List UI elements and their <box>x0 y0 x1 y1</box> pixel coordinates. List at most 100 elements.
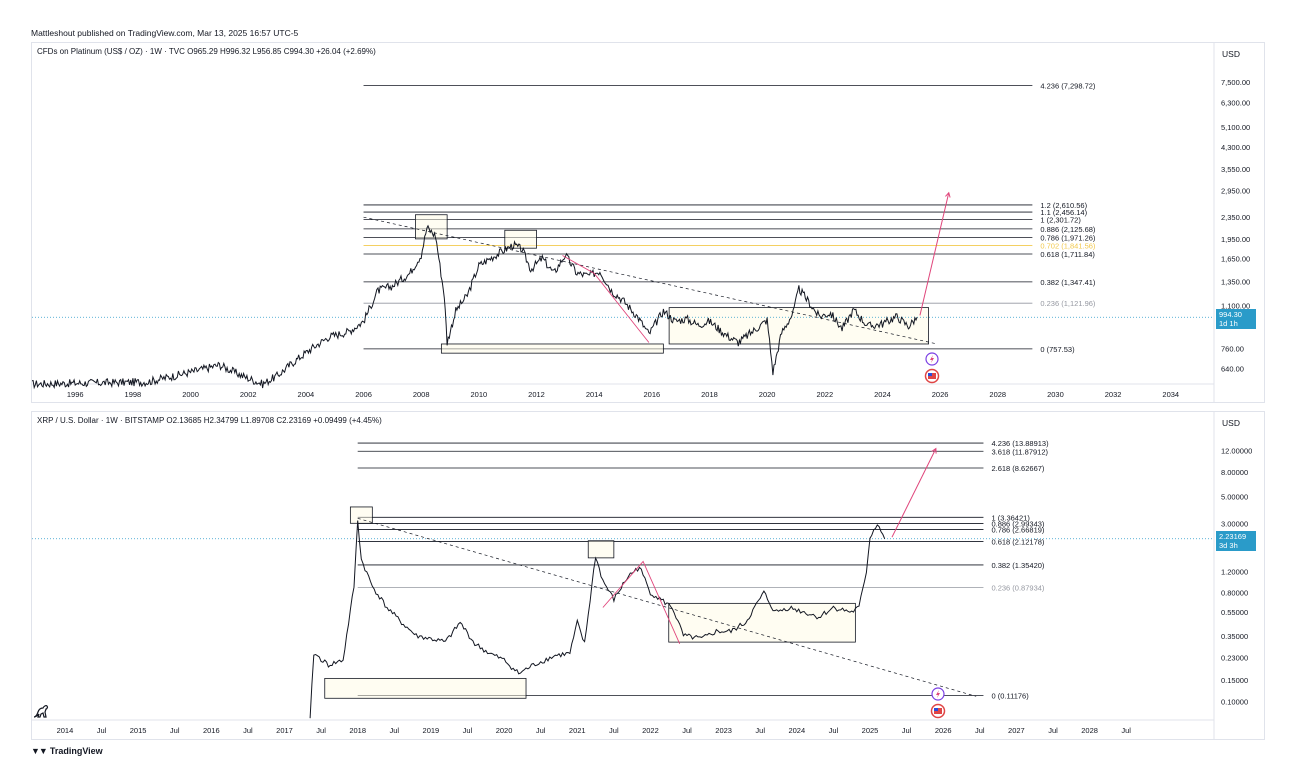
platinum-chart-pane[interactable]: CFDs on Platinum (US$ / OZ) · 1W · TVC O… <box>31 42 1265 403</box>
platinum-fib-level-label: 0.702 (1,841.56) <box>1040 242 1096 251</box>
xrp-fib-level-label: 4.236 (13.88913) <box>991 439 1049 448</box>
platinum-fib-level-label: 0 (757.53) <box>1040 345 1075 354</box>
publisher-line: Mattleshout published on TradingView.com… <box>31 28 299 38</box>
platinum-symbol-name[interactable]: CFDs on Platinum (US$ / OZ) · 1W · TVC <box>37 47 185 56</box>
xrp-x-tick-label: 2014 <box>57 726 74 735</box>
bolt-badge-glyph <box>930 355 934 363</box>
platinum-fib-level-label: 1 (2,301.72) <box>1040 216 1081 225</box>
platinum-price-series <box>32 224 918 390</box>
xrp-range-box <box>349 506 373 524</box>
xrp-price-series <box>309 520 886 719</box>
platinum-x-tick-label: 2030 <box>1047 390 1064 399</box>
platinum-x-tick-label: 2010 <box>471 390 488 399</box>
xrp-last-price: 2.23169 <box>1219 531 1247 541</box>
platinum-x-tick-label: 2024 <box>874 390 891 399</box>
platinum-y-tick-label: 1,350.00 <box>1221 278 1250 287</box>
xrp-pink-swing-path <box>602 560 681 644</box>
xrp-y-tick-label: 0.35000 <box>1221 632 1248 641</box>
xrp-y-tick-label: 0.80000 <box>1221 588 1248 597</box>
xrp-x-tick-label: Jul <box>1048 726 1058 735</box>
xrp-currency-label[interactable]: USD <box>1222 418 1240 428</box>
platinum-x-tick-label: 2014 <box>586 390 603 399</box>
xrp-range-box <box>324 677 527 699</box>
xrp-trendline <box>357 517 977 697</box>
platinum-fib-level-label: 0.236 (1,121.96) <box>1040 299 1096 308</box>
us-flag-badge-canton <box>928 373 932 376</box>
platinum-fib-level-label: 1.1 (2,456.14) <box>1040 208 1087 217</box>
platinum-x-tick-label: 2004 <box>298 390 315 399</box>
platinum-fib-level-label: 4.236 (7,298.72) <box>1040 81 1096 90</box>
platinum-y-tick-label: 1,100.00 <box>1221 301 1250 310</box>
platinum-y-tick-label: 2,950.00 <box>1221 187 1250 196</box>
platinum-y-tick-label: 1,950.00 <box>1221 235 1250 244</box>
xrp-range-box <box>587 540 615 559</box>
xrp-open-label: O <box>166 416 173 425</box>
xrp-x-tick-label: 2018 <box>349 726 366 735</box>
platinum-range-box <box>415 214 448 240</box>
platinum-low: 956.85 <box>256 47 282 56</box>
tradingview-footer-logo[interactable]: ▼▼ TradingView <box>31 746 103 756</box>
platinum-last-price-tag: 994.30 1d 1h <box>1216 309 1256 330</box>
xrp-y-tick-label: 3.00000 <box>1221 519 1248 528</box>
xrp-y-tick-label: 5.00000 <box>1221 493 1248 502</box>
platinum-y-tick-label: 1,650.00 <box>1221 254 1250 263</box>
xrp-x-tick-label: Jul <box>536 726 546 735</box>
platinum-x-tick-label: 2006 <box>355 390 372 399</box>
xrp-x-tick-label: Jul <box>975 726 985 735</box>
xrp-projection-line <box>891 448 937 538</box>
xrp-projection-arrowhead <box>931 447 937 454</box>
xrp-y-tick-label: 1.20000 <box>1221 567 1248 576</box>
xrp-y-tick-label: 0.23000 <box>1221 654 1248 663</box>
platinum-last-price: 994.30 <box>1219 310 1242 320</box>
platinum-y-tick-label: 2,350.00 <box>1221 213 1250 222</box>
xrp-x-tick-label: 2020 <box>496 726 513 735</box>
xrp-fib-level-label: 0.382 (1.35420) <box>991 561 1044 570</box>
xrp-fib-level-label: 1 (3.36421) <box>991 513 1030 522</box>
xrp-close-label: C <box>276 416 283 425</box>
xrp-chart-svg[interactable]: 0.10000 0.15000 0.23000 0.35000 0.55000 0.800… <box>32 412 1264 739</box>
platinum-y-tick-label: 5,100.00 <box>1221 123 1250 132</box>
xrp-fib-level-label: 0.786 (2.66819) <box>991 525 1044 534</box>
platinum-x-tick-label: 2028 <box>989 390 1006 399</box>
xrp-x-tick-label: Jul <box>755 726 765 735</box>
xrp-symbol-name[interactable]: XRP / U.S. Dollar · 1W · BITSTAMP <box>37 416 165 425</box>
platinum-x-tick-label: 2018 <box>701 390 718 399</box>
xrp-x-tick-label: Jul <box>316 726 326 735</box>
platinum-range-box <box>668 307 929 345</box>
platinum-y-tick-label: 4,300.00 <box>1221 143 1250 152</box>
xrp-close: 2.23169 <box>282 416 312 425</box>
platinum-x-tick-label: 1998 <box>125 390 142 399</box>
xrp-fib-level-label: 0.236 (0.87934) <box>991 584 1044 593</box>
xrp-low-label: L <box>240 416 246 425</box>
platinum-fib-level-label: 0.382 (1,347.41) <box>1040 278 1096 287</box>
xrp-fib-level-label: 3.618 (11.87912) <box>991 447 1048 456</box>
xrp-chart-pane[interactable]: XRP / U.S. Dollar · 1W · BITSTAMP O2.136… <box>31 411 1265 740</box>
xrp-last-price-tag: 2.23169 3d 3h <box>1216 530 1256 551</box>
platinum-projection-line <box>919 192 950 316</box>
platinum-y-tick-label: 3,550.00 <box>1221 165 1250 174</box>
xrp-x-tick-label: Jul <box>1121 726 1131 735</box>
xrp-x-tick-label: Jul <box>902 726 912 735</box>
platinum-x-tick-label: 1996 <box>67 390 84 399</box>
platinum-open-label: O <box>187 47 194 56</box>
xrp-x-tick-label: Jul <box>170 726 180 735</box>
platinum-change: +26.04 (+2.69%) <box>316 47 376 56</box>
platinum-chart-svg[interactable]: 640.00 760.00 1,100.00 1,350.00 1,650.00 1,95… <box>32 43 1264 402</box>
platinum-high-label: H <box>220 47 226 56</box>
platinum-close: 994.30 <box>289 47 314 56</box>
platinum-symbol-line: CFDs on Platinum (US$ / OZ) · 1W · TVC O… <box>37 47 376 56</box>
platinum-currency-label[interactable]: USD <box>1222 49 1240 59</box>
platinum-trendline <box>363 216 938 345</box>
platinum-x-tick-label: 2016 <box>643 390 660 399</box>
platinum-fib-level-label: 0.618 (1,711.84) <box>1040 250 1095 259</box>
xrp-symbol-line: XRP / U.S. Dollar · 1W · BITSTAMP O2.136… <box>37 416 382 425</box>
xrp-x-tick-label: 2019 <box>423 726 440 735</box>
xrp-x-tick-label: Jul <box>97 726 107 735</box>
platinum-fib-level-label: 0.886 (2,125.68) <box>1040 225 1096 234</box>
xrp-x-tick-label: 2026 <box>935 726 952 735</box>
bolt-badge-glyph <box>936 690 940 698</box>
xrp-x-tick-label: 2015 <box>130 726 147 735</box>
tradingview-brand-name: TradingView <box>49 746 103 756</box>
xrp-fib-level-label: 0 (0.11176) <box>991 692 1029 701</box>
xrp-x-tick-label: 2017 <box>276 726 293 735</box>
